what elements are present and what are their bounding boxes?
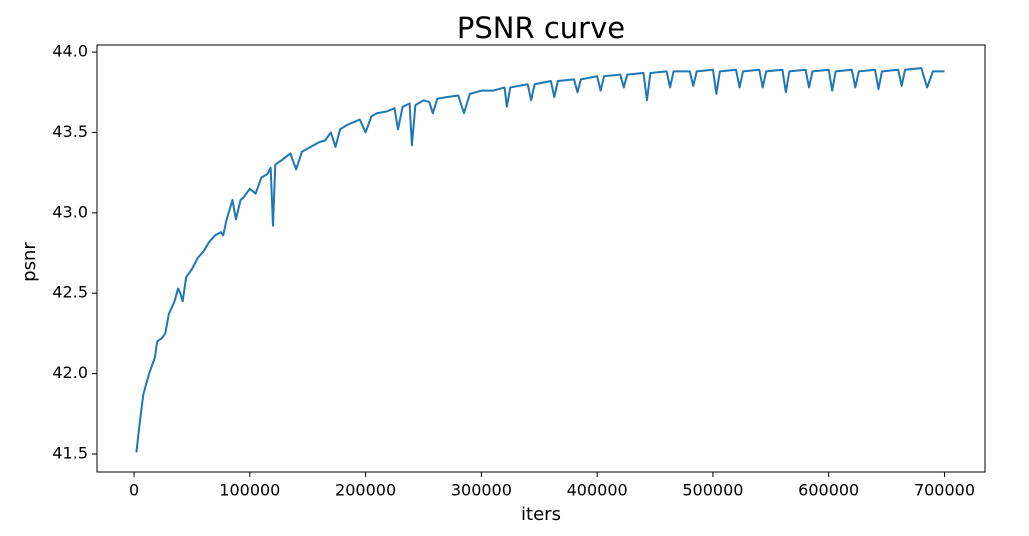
x-tick-label: 0 <box>129 481 139 500</box>
x-tick-label: 500000 <box>682 481 743 500</box>
y-tick-label: 42.0 <box>52 363 88 382</box>
y-tick-label: 41.5 <box>52 443 88 462</box>
x-tick-label: 400000 <box>567 481 628 500</box>
x-tick-label: 700000 <box>914 481 975 500</box>
x-tick-label: 200000 <box>335 481 396 500</box>
x-tick-label: 600000 <box>798 481 859 500</box>
y-tick-label: 43.5 <box>52 122 88 141</box>
x-tick-label: 100000 <box>219 481 280 500</box>
x-tick-label: 300000 <box>451 481 512 500</box>
y-tick-label: 43.0 <box>52 202 88 221</box>
chart-title: PSNR curve <box>457 11 625 45</box>
data-line <box>135 67 945 453</box>
plot-frame <box>96 44 986 473</box>
x-axis-label: iters <box>521 504 561 525</box>
y-axis-label: psnr <box>19 242 40 282</box>
y-tick-label: 44.0 <box>52 42 88 61</box>
y-tick-label: 42.5 <box>52 283 88 302</box>
